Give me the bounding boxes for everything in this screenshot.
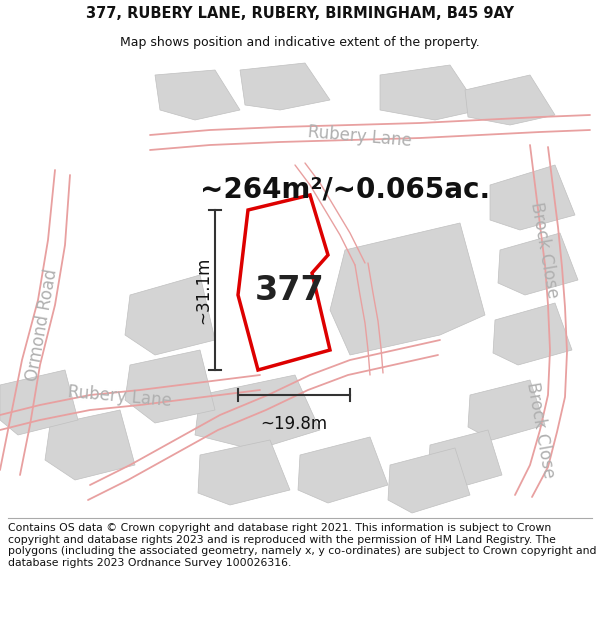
Polygon shape xyxy=(428,430,502,490)
Text: Brock Close: Brock Close xyxy=(523,381,557,479)
Polygon shape xyxy=(0,370,78,435)
Polygon shape xyxy=(198,440,290,505)
Text: Rubery Lane: Rubery Lane xyxy=(307,124,413,151)
Polygon shape xyxy=(465,75,555,125)
Text: Rubery Lane: Rubery Lane xyxy=(67,384,173,411)
Polygon shape xyxy=(380,65,480,120)
Polygon shape xyxy=(125,275,215,355)
Text: Map shows position and indicative extent of the property.: Map shows position and indicative extent… xyxy=(120,36,480,49)
Polygon shape xyxy=(240,63,330,110)
Polygon shape xyxy=(388,448,470,513)
Text: ~31.1m: ~31.1m xyxy=(194,256,212,324)
Text: Brock Close: Brock Close xyxy=(527,201,562,299)
Polygon shape xyxy=(468,380,545,440)
Text: 377, RUBERY LANE, RUBERY, BIRMINGHAM, B45 9AY: 377, RUBERY LANE, RUBERY, BIRMINGHAM, B4… xyxy=(86,6,514,21)
Polygon shape xyxy=(490,165,575,230)
Polygon shape xyxy=(498,233,578,295)
Polygon shape xyxy=(195,375,320,450)
Text: Ormond Road: Ormond Road xyxy=(23,268,61,382)
Polygon shape xyxy=(155,70,240,120)
Polygon shape xyxy=(125,350,215,423)
Polygon shape xyxy=(493,303,572,365)
Polygon shape xyxy=(45,410,135,480)
Polygon shape xyxy=(298,437,388,503)
Text: 377: 377 xyxy=(255,274,325,306)
Text: ~264m²/~0.065ac.: ~264m²/~0.065ac. xyxy=(200,176,490,204)
Text: ~19.8m: ~19.8m xyxy=(260,415,328,433)
Polygon shape xyxy=(330,223,485,355)
Text: Contains OS data © Crown copyright and database right 2021. This information is : Contains OS data © Crown copyright and d… xyxy=(8,523,596,568)
